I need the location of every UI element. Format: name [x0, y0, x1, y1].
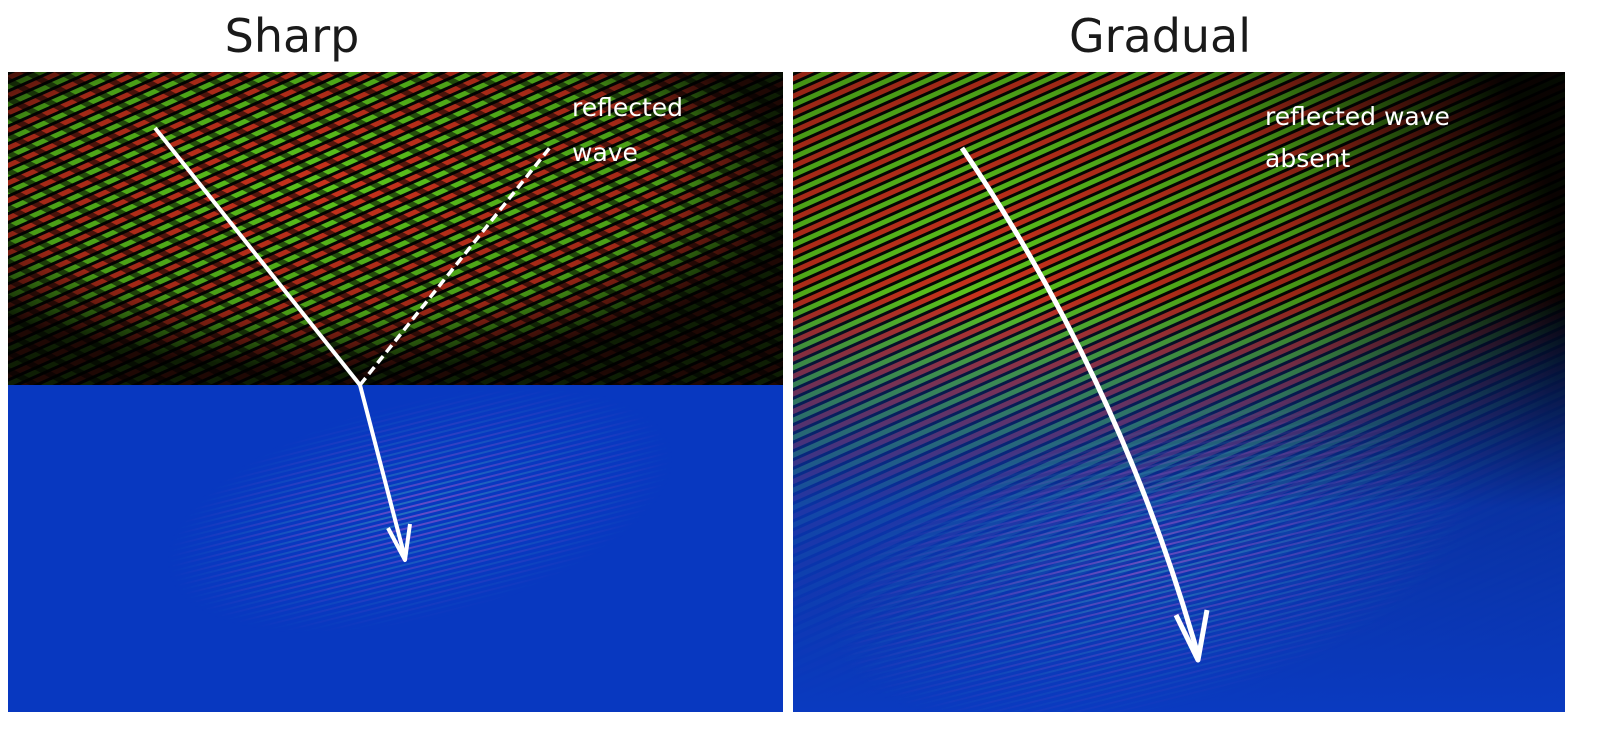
panel-title: Sharp: [225, 9, 360, 63]
annotation: wave: [572, 138, 638, 167]
incident-ray: [153, 126, 362, 387]
reflected-ray: [358, 143, 554, 387]
gradual-panel: reflected wave absent: [793, 72, 1565, 712]
transmitted-ray: [358, 384, 407, 559]
annotation: absent: [1265, 144, 1350, 173]
annotation: reflected wave: [1265, 102, 1450, 131]
arrowhead: [1173, 609, 1210, 663]
transmitted-wave: [793, 72, 1565, 712]
curved-ray: [959, 146, 1201, 656]
arrowhead: [386, 523, 412, 562]
panel-title: Gradual: [1069, 9, 1251, 63]
transmitted-wave: [8, 385, 783, 712]
annotation: reflected: [572, 93, 683, 122]
sharp-panel: reflected wave: [8, 72, 783, 712]
